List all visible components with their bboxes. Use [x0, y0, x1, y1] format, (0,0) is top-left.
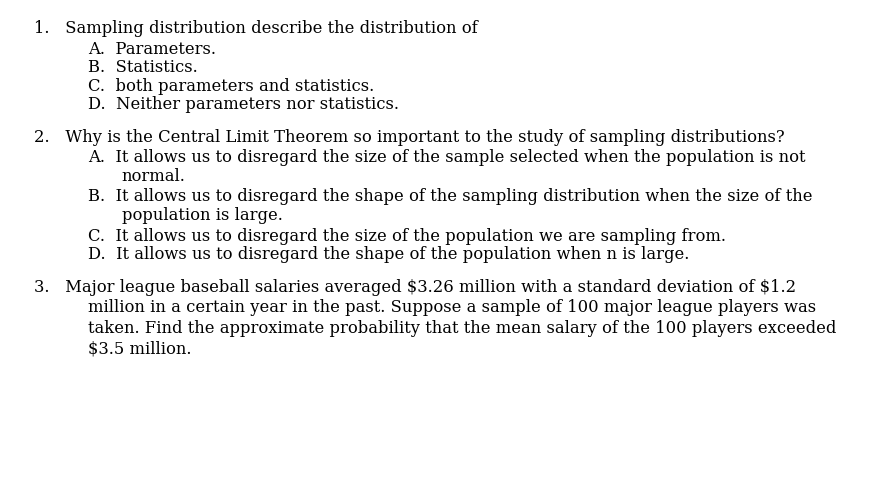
Text: normal.: normal. [122, 168, 185, 185]
Text: \$3.5 million.: \$3.5 million. [88, 341, 191, 357]
Text: D.  It allows us to disregard the shape of the population when n is large.: D. It allows us to disregard the shape o… [88, 246, 690, 263]
Text: B.  Statistics.: B. Statistics. [88, 59, 198, 76]
Text: 1.   Sampling distribution describe the distribution of: 1. Sampling distribution describe the di… [34, 20, 477, 37]
Text: A.  It allows us to disregard the size of the sample selected when the populatio: A. It allows us to disregard the size of… [88, 149, 805, 166]
Text: 2.   Why is the Central Limit Theorem so important to the study of sampling dist: 2. Why is the Central Limit Theorem so i… [34, 129, 784, 146]
Text: 3.   Major league baseball salaries averaged \$3.26 million with a standard devi: 3. Major league baseball salaries averag… [34, 279, 796, 295]
Text: taken. Find the approximate probability that the mean salary of the 100 players : taken. Find the approximate probability … [88, 320, 836, 337]
Text: population is large.: population is large. [122, 207, 282, 224]
Text: C.  It allows us to disregard the size of the population we are sampling from.: C. It allows us to disregard the size of… [88, 228, 726, 245]
Text: million in a certain year in the past. Suppose a sample of 100 major league play: million in a certain year in the past. S… [88, 299, 817, 316]
Text: B.  It allows us to disregard the shape of the sampling distribution when the si: B. It allows us to disregard the shape o… [88, 189, 812, 205]
Text: C.  both parameters and statistics.: C. both parameters and statistics. [88, 78, 375, 95]
Text: A.  Parameters.: A. Parameters. [88, 41, 216, 57]
Text: D.  Neither parameters nor statistics.: D. Neither parameters nor statistics. [88, 97, 400, 113]
